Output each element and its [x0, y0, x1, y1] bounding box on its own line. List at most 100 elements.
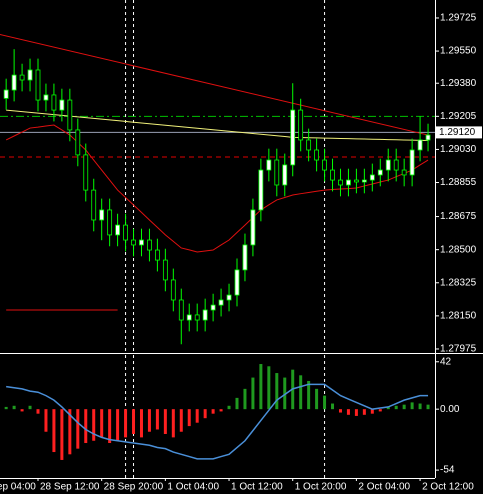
candle-body: [361, 179, 367, 183]
histogram-bar: [338, 409, 342, 413]
candle-body: [353, 179, 359, 183]
histogram-bar: [68, 409, 72, 455]
candle-body: [202, 309, 208, 321]
candle-body: [178, 299, 184, 321]
y-tick-label: 1.28150: [440, 311, 477, 322]
candle-body: [266, 159, 272, 171]
histogram-bar: [370, 409, 374, 414]
histogram-bar: [386, 406, 390, 410]
histogram-bar: [108, 409, 112, 444]
candle-body: [226, 294, 232, 301]
histogram-bar: [235, 397, 239, 410]
histogram-bar: [171, 409, 175, 438]
histogram-bar: [132, 409, 136, 434]
candle-body: [210, 304, 216, 311]
y-tick-label: 1.28855: [440, 177, 477, 188]
candle-body: [409, 149, 415, 176]
candle-body: [59, 99, 65, 111]
candle-body: [298, 109, 304, 141]
histogram-bar: [243, 388, 247, 410]
y-tick-label: 1.28500: [440, 244, 477, 255]
candle-body: [123, 224, 128, 241]
candle-body: [91, 189, 97, 221]
y-tick-label: 1.29550: [440, 46, 477, 57]
histogram-bar: [331, 403, 335, 410]
candle-body: [99, 209, 105, 221]
histogram-bar: [36, 409, 40, 414]
x-tick-label: 28 Sep 20:00: [104, 482, 164, 493]
histogram-bar: [227, 405, 231, 410]
histogram-bar: [92, 409, 96, 441]
candle-body: [377, 169, 383, 176]
oscillator-panel: [4, 355, 430, 478]
histogram-bar: [410, 402, 414, 410]
histogram-bar: [251, 377, 255, 410]
histogram-bar: [394, 405, 398, 410]
candle-body: [393, 159, 399, 171]
histogram-bar: [402, 404, 406, 410]
histogram-bar: [124, 409, 128, 438]
histogram-bar: [307, 380, 311, 410]
histogram-bar: [4, 406, 8, 410]
candle-body: [417, 139, 423, 151]
histogram-bar: [44, 409, 48, 432]
candle-body: [170, 279, 176, 301]
candle-body: [131, 239, 136, 246]
signal-line: [6, 383, 429, 460]
candle-body: [186, 314, 192, 321]
histogram-bar: [20, 409, 24, 412]
candle-body: [425, 134, 431, 141]
candle-body: [346, 179, 351, 186]
current-price-tag: [436, 126, 482, 139]
histogram-bar: [84, 409, 88, 444]
y-tick-label: 1.27975: [440, 344, 477, 355]
y-tick-label: 1.28675: [440, 211, 477, 222]
candle-body: [107, 209, 113, 236]
y-tick-label: -54: [440, 465, 455, 476]
candle-body: [314, 149, 320, 161]
histogram-bar: [362, 409, 366, 415]
histogram-bar: [219, 409, 223, 412]
histogram-bar: [12, 405, 16, 410]
candle-body: [385, 159, 391, 171]
candle-body: [369, 174, 375, 181]
histogram-bar: [275, 373, 279, 410]
histogram-bar: [60, 409, 64, 460]
histogram-bar: [147, 409, 151, 432]
candle-body: [11, 74, 17, 91]
current-price-label: 1.29120: [439, 127, 476, 138]
histogram-bar: [195, 409, 199, 423]
candle-body: [274, 159, 280, 186]
y-tick-label: 42: [440, 356, 452, 367]
x-tick-label: 1 Oct 12:00: [231, 482, 283, 493]
candle-body: [19, 74, 25, 81]
trendline: [0, 33, 429, 136]
candle-body: [154, 249, 160, 261]
y-tick-label: 1.29725: [440, 13, 477, 24]
candle-body: [27, 69, 33, 81]
y-tick-label: 1.29380: [440, 78, 477, 89]
histogram-bar: [211, 409, 215, 414]
x-tick-label: 28 Sep 12:00: [40, 482, 100, 493]
moving-average-line: [6, 109, 429, 142]
histogram-bar: [179, 409, 183, 432]
candle-body: [258, 169, 264, 211]
candle-body: [67, 99, 73, 131]
histogram-bar: [155, 409, 159, 430]
histogram-bar: [163, 409, 167, 434]
histogram-bar: [346, 409, 350, 415]
x-tick-label: 2 Oct 04:00: [358, 482, 410, 493]
x-tick-label: 1 Oct 04:00: [167, 482, 219, 493]
histogram-bar: [203, 409, 207, 419]
candle-body: [162, 259, 168, 281]
candle-body: [75, 129, 81, 156]
candle-body: [338, 179, 343, 186]
x-tick-label: 1 Oct 20:00: [295, 482, 347, 493]
x-tick-label: 28 Sep 04:00: [0, 482, 36, 493]
candle-body: [306, 139, 312, 151]
candle-body: [242, 244, 248, 271]
histogram-bar: [267, 366, 271, 410]
candle-body: [3, 89, 9, 99]
